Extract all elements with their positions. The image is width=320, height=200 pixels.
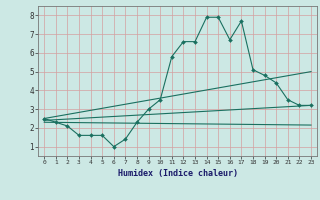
- X-axis label: Humidex (Indice chaleur): Humidex (Indice chaleur): [118, 169, 238, 178]
